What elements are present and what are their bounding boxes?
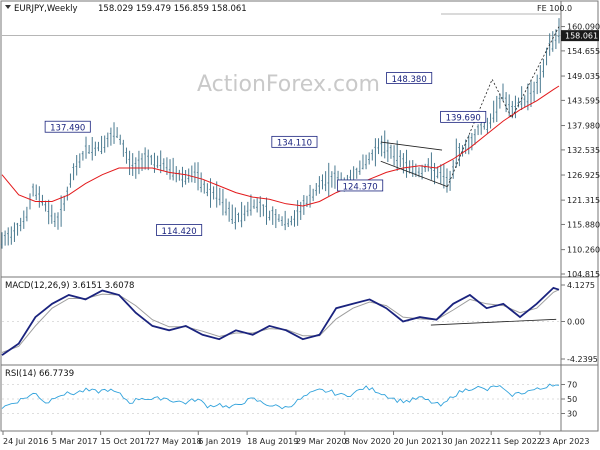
last-price-label: 158.061 — [565, 32, 598, 41]
x-tick-label: 8 Nov 2020 — [345, 437, 391, 446]
main-y-tick-label: 154.655 — [567, 47, 600, 56]
price-annotation-label: 137.490 — [50, 124, 85, 134]
macd-line — [1, 286, 560, 356]
price-annotation-label: 124.370 — [343, 182, 378, 192]
rsi-y-tick-label: 30 — [567, 410, 577, 419]
watermark: ActionForex.com — [197, 72, 380, 97]
x-tick-label: 23 Apr 2023 — [540, 437, 589, 446]
projection-path — [447, 26, 560, 187]
price-annotation-box — [440, 110, 487, 123]
main-y-tick-label: 126.925 — [567, 171, 600, 180]
main-y-tick-label: 149.035 — [567, 72, 600, 81]
price-annotation-label: 139.690 — [446, 114, 481, 124]
price-annotation-label: 134.110 — [277, 139, 312, 149]
main-y-tick-label: 115.880 — [567, 220, 600, 229]
last-price-marker — [561, 30, 599, 42]
rsi-panel-frame — [0, 364, 599, 432]
x-tick-label: 11 Sep 2022 — [491, 437, 542, 446]
trendline-upper — [380, 141, 443, 151]
rsi-y-tick-label: 70 — [567, 381, 577, 390]
macd-y-tick-label: -4.2395 — [567, 355, 598, 364]
macd-trendline — [430, 318, 557, 326]
x-tick-label: 5 Mar 2017 — [52, 437, 98, 446]
rsi-y-tick-label: 50 — [567, 395, 577, 404]
price-annotation-box — [337, 179, 384, 192]
price-annotation-box — [271, 135, 318, 148]
main-y-tick-label: 137.980 — [567, 122, 600, 131]
main-y-tick-label: 104.815 — [567, 270, 600, 279]
x-tick-label: 18 Aug 2019 — [247, 437, 298, 446]
price-annotation-label: 148.380 — [392, 75, 427, 85]
price-annotation-box — [386, 72, 433, 84]
x-tick-label: 20 Jun 2021 — [394, 437, 442, 446]
rsi-line — [1, 383, 560, 410]
ohlc-values: 158.029 159.479 156.859 158.061 — [98, 4, 247, 14]
rsi-label: RSI(14) 66.7739 — [5, 369, 74, 379]
x-tick-label: 27 May 2018 — [149, 437, 201, 446]
macd-y-tick-label: 4.1275 — [567, 281, 595, 290]
main-y-tick-label: 132.535 — [567, 146, 600, 155]
macd-y-tick-label: 0.00 — [567, 318, 585, 327]
macd-label: MACD(12,26,9) 3.6151 3.6078 — [5, 281, 134, 291]
dropdown-arrow-icon[interactable] — [5, 5, 11, 9]
price-annotation-box — [44, 120, 91, 133]
fe-label: FE 100.0 — [537, 4, 572, 13]
moving-average-line — [1, 85, 560, 207]
main-y-tick-label: 160.090 — [567, 23, 600, 32]
x-tick-label: 30 Jan 2022 — [442, 437, 490, 446]
x-tick-label: 24 Jul 2016 — [3, 437, 48, 446]
main-y-tick-label: 143.595 — [567, 96, 600, 105]
price-annotation-label: 114.420 — [162, 227, 197, 237]
x-tick-label: 29 Mar 2020 — [296, 437, 347, 446]
price-annotation-box — [156, 224, 203, 236]
trendline-lower — [380, 160, 448, 188]
main-y-tick-label: 121.315 — [567, 196, 600, 205]
x-tick-label: 15 Oct 2017 — [101, 437, 150, 446]
x-tick-label: 6 Jan 2019 — [198, 437, 241, 446]
main-y-tick-label: 110.260 — [567, 246, 600, 255]
symbol-label: EURJPY,Weekly — [14, 4, 78, 14]
